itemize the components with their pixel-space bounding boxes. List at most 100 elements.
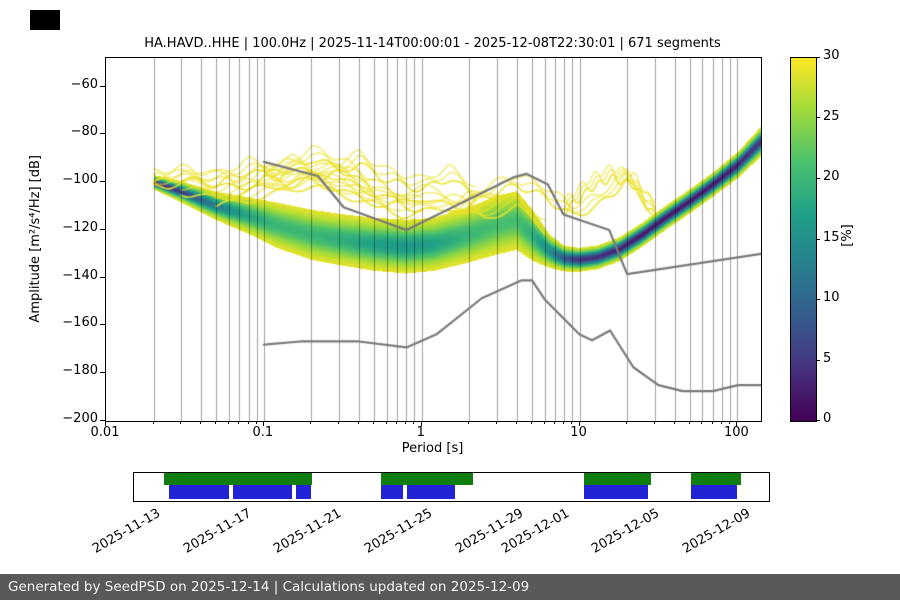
x-minor-tick-mark <box>626 421 627 424</box>
y-tick-mark <box>100 277 105 278</box>
colorbar <box>790 57 817 422</box>
y-tick-label: −120 <box>62 219 98 235</box>
x-minor-tick-mark <box>554 421 555 424</box>
x-minor-tick-mark <box>310 421 311 424</box>
x-minor-tick-mark <box>496 421 497 424</box>
coverage-date-label: 2025-12-05 <box>588 506 662 557</box>
x-tick-label: 0.01 <box>90 425 120 440</box>
x-minor-tick-mark <box>228 421 229 424</box>
colorbar-tick-mark <box>816 360 820 361</box>
x-minor-tick-mark <box>516 421 517 424</box>
x-minor-tick-mark <box>729 421 730 424</box>
colorbar-tick-mark <box>816 117 820 118</box>
coverage-blue-segment <box>407 485 455 499</box>
x-minor-tick-mark <box>256 421 257 424</box>
colorbar-tick-label: 25 <box>823 108 840 124</box>
x-minor-tick-mark <box>180 421 181 424</box>
x-minor-tick-mark <box>373 421 374 424</box>
footer-text: Generated by SeedPSD on 2025-12-14 | Cal… <box>8 579 530 595</box>
colorbar-tick-mark <box>816 420 820 421</box>
coverage-blue-segment <box>168 485 230 499</box>
y-tick-mark <box>100 181 105 182</box>
chart-title: HA.HAVD..HHE | 100.0Hz | 2025-11-14T00:0… <box>144 36 721 51</box>
x-tick-label: 10 <box>570 425 587 440</box>
x-tick-label: 0.1 <box>252 425 274 440</box>
y-tick-mark <box>100 372 105 373</box>
y-tick-label: −100 <box>62 172 98 188</box>
x-tick-mark <box>421 421 422 426</box>
coverage-green-segment <box>690 473 742 485</box>
x-minor-tick-mark <box>405 421 406 424</box>
coverage-blue-segment <box>584 485 648 499</box>
colorbar-label: [%] <box>839 224 855 247</box>
x-minor-tick-mark <box>544 421 545 424</box>
x-minor-tick-mark <box>200 421 201 424</box>
x-axis-label: Period [s] <box>401 441 464 456</box>
coverage-timeline <box>133 472 770 502</box>
colorbar-tick-label: 30 <box>823 48 840 63</box>
colorbar-tick-mark <box>816 178 820 179</box>
x-minor-tick-mark <box>531 421 532 424</box>
footer-bar: Generated by SeedPSD on 2025-12-14 | Cal… <box>0 574 900 600</box>
x-minor-tick-mark <box>396 421 397 424</box>
coverage-green-segment <box>163 473 312 485</box>
coverage-green-segment <box>584 473 651 485</box>
x-tick-mark <box>579 421 580 426</box>
x-minor-tick-mark <box>358 421 359 424</box>
y-tick-label: −160 <box>62 315 98 331</box>
y-tick-mark <box>100 420 105 421</box>
x-tick-mark <box>263 421 264 426</box>
y-tick-label: −180 <box>62 363 98 379</box>
colorbar-tick-mark <box>816 239 820 240</box>
colorbar-tick-label: 10 <box>823 290 840 305</box>
coverage-date-label: 2025-12-09 <box>679 506 753 557</box>
ppsd-heatmap-canvas <box>106 58 761 421</box>
x-tick-label: 100 <box>724 425 749 440</box>
y-tick-mark <box>100 324 105 325</box>
x-minor-tick-mark <box>654 421 655 424</box>
x-minor-tick-mark <box>721 421 722 424</box>
coverage-green-segment <box>381 473 474 485</box>
coverage-blue-segment <box>233 485 293 499</box>
x-minor-tick-mark <box>701 421 702 424</box>
coverage-blue-segment <box>690 485 737 499</box>
y-tick-label: −200 <box>62 411 98 426</box>
coverage-date-label: 2025-11-17 <box>181 506 255 557</box>
x-minor-tick-mark <box>338 421 339 424</box>
x-minor-tick-mark <box>674 421 675 424</box>
colorbar-tick-label: 20 <box>823 169 840 184</box>
y-tick-label: −80 <box>70 124 98 140</box>
x-minor-tick-mark <box>215 421 216 424</box>
y-tick-mark <box>100 133 105 134</box>
y-tick-label: −60 <box>70 76 98 92</box>
colorbar-tick-mark <box>816 299 820 300</box>
x-minor-tick-mark <box>563 421 564 424</box>
corner-mark <box>30 10 60 30</box>
x-minor-tick-mark <box>238 421 239 424</box>
x-minor-tick-mark <box>712 421 713 424</box>
colorbar-tick-label: 15 <box>823 229 840 245</box>
x-tick-label: 1 <box>416 425 425 440</box>
coverage-date-label: 2025-11-13 <box>90 506 164 557</box>
x-minor-tick-mark <box>571 421 572 424</box>
x-minor-tick-mark <box>689 421 690 424</box>
x-minor-tick-mark <box>248 421 249 424</box>
x-tick-mark <box>105 421 106 426</box>
colorbar-tick-label: 5 <box>823 350 832 366</box>
y-tick-label: −140 <box>62 267 98 283</box>
y-tick-mark <box>100 229 105 230</box>
coverage-blue-segment <box>381 485 403 499</box>
x-minor-tick-mark <box>468 421 469 424</box>
x-minor-tick-mark <box>413 421 414 424</box>
x-minor-tick-mark <box>153 421 154 424</box>
y-tick-mark <box>100 86 105 87</box>
coverage-blue-segment <box>295 485 312 499</box>
coverage-date-label: 2025-11-25 <box>362 506 436 557</box>
colorbar-tick-label: 0 <box>823 411 832 426</box>
x-tick-mark <box>736 421 737 426</box>
x-minor-tick-mark <box>386 421 387 424</box>
colorbar-gradient <box>791 58 816 421</box>
ppsd-plot-area <box>105 57 762 422</box>
colorbar-tick-mark <box>816 57 820 58</box>
